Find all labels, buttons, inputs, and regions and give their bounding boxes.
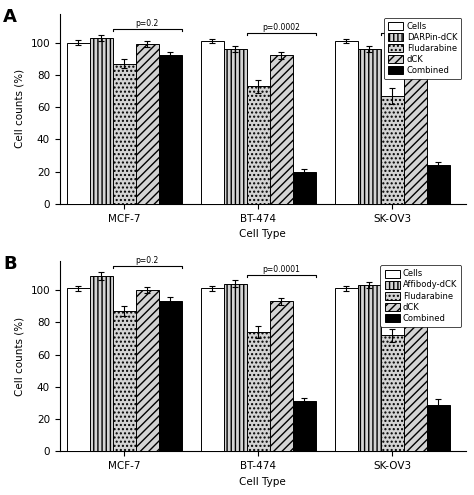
Bar — [427, 404, 449, 451]
Bar — [292, 172, 316, 204]
Y-axis label: Cell counts (%): Cell counts (%) — [15, 317, 25, 396]
Bar — [358, 285, 381, 451]
Bar — [270, 55, 292, 204]
Bar — [427, 165, 449, 204]
Bar — [90, 38, 113, 204]
Bar — [270, 301, 292, 451]
Bar — [381, 335, 404, 451]
Text: p=0.2: p=0.2 — [136, 256, 159, 265]
Text: p=0.0004: p=0.0004 — [396, 23, 434, 32]
Bar — [201, 41, 224, 204]
Text: A: A — [3, 8, 17, 26]
Bar — [113, 63, 136, 204]
Bar — [90, 276, 113, 451]
X-axis label: Cell Type: Cell Type — [239, 229, 286, 239]
Bar — [381, 96, 404, 204]
Bar — [113, 311, 136, 451]
Bar — [292, 401, 316, 451]
Bar — [67, 43, 90, 204]
Text: p=0.2: p=0.2 — [136, 19, 159, 28]
Text: p=0.0015: p=0.0015 — [396, 267, 434, 276]
Bar — [67, 289, 90, 451]
Bar — [159, 55, 182, 204]
Bar — [335, 289, 358, 451]
Text: p=0.0001: p=0.0001 — [262, 265, 300, 274]
Bar — [246, 332, 270, 451]
Legend: Cells, Affibody-dCK, Fludarabine, dCK, Combined: Cells, Affibody-dCK, Fludarabine, dCK, C… — [381, 265, 462, 327]
Text: B: B — [3, 255, 17, 273]
Bar — [136, 290, 159, 451]
Legend: Cells, DARPin-dCK, Fludarabine, dCK, Combined: Cells, DARPin-dCK, Fludarabine, dCK, Com… — [384, 18, 462, 79]
Bar — [404, 304, 427, 451]
Text: p=0.0002: p=0.0002 — [262, 23, 300, 32]
Bar — [201, 289, 224, 451]
Bar — [404, 59, 427, 204]
Y-axis label: Cell counts (%): Cell counts (%) — [15, 69, 25, 148]
Bar — [335, 41, 358, 204]
Bar — [358, 49, 381, 204]
X-axis label: Cell Type: Cell Type — [239, 477, 286, 487]
Bar — [136, 44, 159, 204]
Bar — [159, 301, 182, 451]
Bar — [224, 284, 246, 451]
Bar — [224, 49, 246, 204]
Bar — [246, 86, 270, 204]
